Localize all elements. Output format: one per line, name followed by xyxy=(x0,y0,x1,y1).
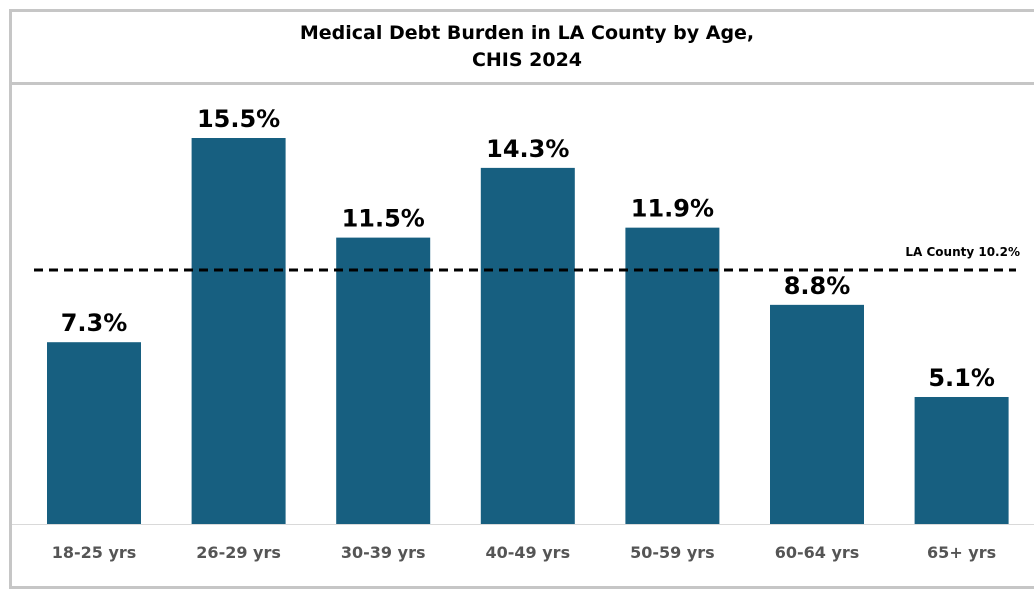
x-tick-label-26-29 yrs: 26-29 yrs xyxy=(196,543,281,562)
data-label-60-64 yrs: 8.8% xyxy=(784,272,851,300)
chart-title-line-2: CHIS 2024 xyxy=(471,49,583,71)
bar-chart: 7.3% 18-25 yrs 15.5% 26-29 yrs 11.5% 30-39 yr… xyxy=(12,105,1034,562)
bar-30-39 yrs xyxy=(336,237,431,524)
x-tick-label-50-59 yrs: 50-59 yrs xyxy=(630,543,715,562)
reference-line-label: LA County 10.2% xyxy=(905,245,1020,259)
x-tick-label-18-25 yrs: 18-25 yrs xyxy=(52,543,137,562)
x-tick-label-40-49 yrs: 40-49 yrs xyxy=(486,543,571,562)
x-tick-label-60-64 yrs: 60-64 yrs xyxy=(775,543,860,562)
bar-65+ yrs xyxy=(914,396,1009,524)
data-label-65+ yrs: 5.1% xyxy=(928,364,995,392)
chart-title: Medical Debt Burden in LA County by Age,… xyxy=(12,12,1034,85)
bar-18-25 yrs xyxy=(47,342,141,524)
data-label-40-49 yrs: 14.3% xyxy=(486,135,569,163)
x-tick-label-65+ yrs: 65+ yrs xyxy=(927,543,996,562)
x-tick-label-30-39 yrs: 30-39 yrs xyxy=(341,543,426,562)
data-label-50-59 yrs: 11.9% xyxy=(631,195,714,223)
bar-40-49 yrs xyxy=(480,167,575,525)
data-label-26-29 yrs: 15.5% xyxy=(197,105,280,133)
data-label-30-39 yrs: 11.5% xyxy=(342,205,425,233)
bar-26-29 yrs xyxy=(191,138,286,524)
data-label-18-25 yrs: 7.3% xyxy=(61,309,128,337)
chart-title-line-1: Medical Debt Burden in LA County by Age, xyxy=(299,22,755,44)
bar-60-64 yrs xyxy=(770,304,864,524)
bar-50-59 yrs xyxy=(625,227,720,524)
